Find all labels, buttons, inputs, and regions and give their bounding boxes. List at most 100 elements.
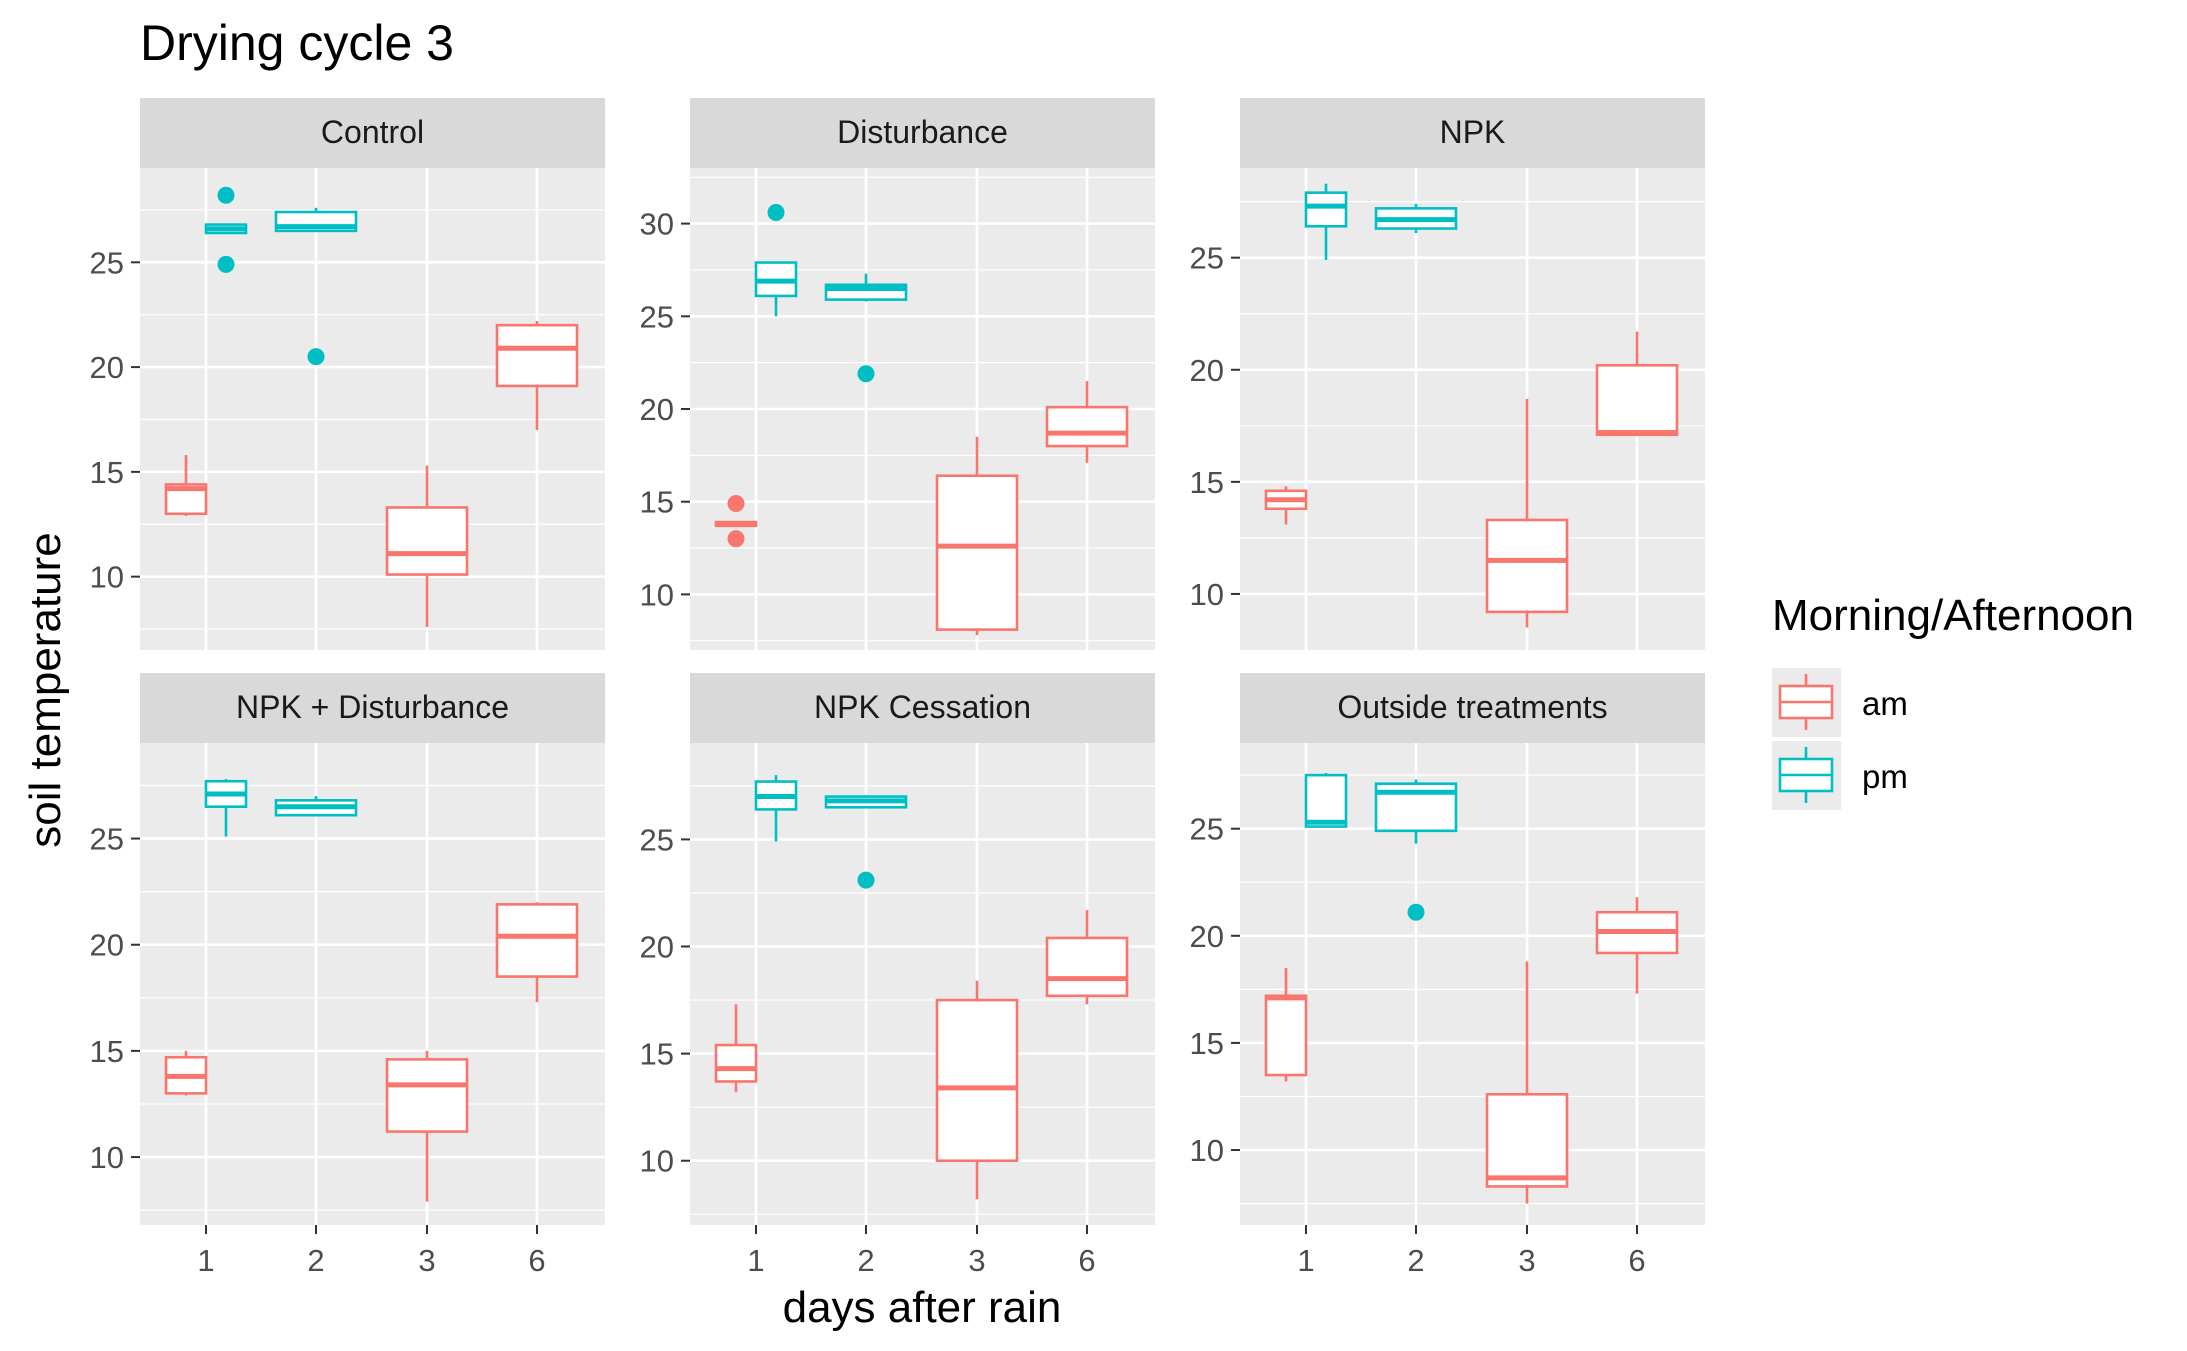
- box-pm-day-1: [754, 775, 798, 842]
- box-iqr: [385, 506, 469, 576]
- panel-background: [140, 743, 605, 1225]
- y-tick-label: 15: [90, 455, 124, 490]
- facet-panel: 10 15 20 25 Control: [90, 98, 605, 650]
- box-pm-day-2: [1374, 779, 1458, 921]
- x-tick-label: 6: [1078, 1243, 1095, 1278]
- box-am-day-1: [1264, 486, 1308, 525]
- box-iqr: [1595, 363, 1679, 437]
- y-tick-label: 10: [640, 1144, 674, 1179]
- box-iqr: [935, 998, 1019, 1163]
- box-iqr: [1485, 518, 1569, 614]
- y-tick-label: 25: [90, 245, 124, 280]
- box-iqr: [1485, 1093, 1569, 1188]
- box-am-day-1: [714, 495, 758, 548]
- box-pm-day-2: [824, 795, 908, 889]
- y-tick-label: 20: [90, 928, 124, 963]
- facet-strip-label: Outside treatments: [1337, 689, 1607, 725]
- y-tick-label: 25: [1190, 241, 1224, 276]
- outlier-point: [727, 495, 745, 513]
- y-tick-label: 10: [1190, 577, 1224, 612]
- x-tick-label: 1: [197, 1243, 214, 1278]
- y-tick-label: 10: [640, 577, 674, 612]
- y-tick-label: 15: [640, 485, 674, 520]
- box-am-day-3: [1485, 961, 1569, 1204]
- box-iqr: [714, 1043, 758, 1083]
- box-pm-day-1: [1304, 772, 1348, 828]
- box-pm-day-1: [1304, 183, 1348, 260]
- box-am-day-1: [714, 1004, 758, 1093]
- chart-title: Drying cycle 3: [140, 15, 454, 71]
- y-tick-label: 20: [640, 392, 674, 427]
- y-tick-label: 30: [640, 207, 674, 242]
- x-tick-label: 3: [968, 1243, 985, 1278]
- facet-panel: 10 15 20 25 1 2 3 6 NPK + Disturbance: [90, 673, 605, 1278]
- y-tick-label: 25: [1190, 812, 1224, 847]
- legend-title: Morning/Afternoon: [1772, 591, 2134, 640]
- legend-label: am: [1862, 685, 1908, 722]
- facet-strip: [690, 673, 1155, 743]
- box-pm-day-1: [204, 779, 248, 837]
- y-tick-label: 20: [640, 930, 674, 965]
- y-tick-label: 10: [90, 1140, 124, 1175]
- y-tick-label: 15: [90, 1034, 124, 1069]
- facet-strip-label: NPK + Disturbance: [236, 689, 509, 725]
- x-tick-label: 2: [857, 1243, 874, 1278]
- facet-strip-label: Control: [321, 114, 424, 150]
- panel-background: [140, 168, 605, 650]
- box-am-day-3: [1485, 398, 1569, 628]
- facet-panels: 10 15 20 25 Control 10 15 20 25 30 Disturbance 10 15…: [90, 98, 1705, 1278]
- box-am-day-6: [1595, 331, 1679, 437]
- box-iqr: [495, 323, 579, 388]
- box-am-day-3: [935, 980, 1019, 1200]
- y-tick-label: 25: [90, 822, 124, 857]
- legend-label: pm: [1862, 758, 1908, 795]
- facet-panel: 10 15 20 25 1 2 3 6 Outside treatments: [1190, 673, 1705, 1278]
- y-tick-label: 20: [1190, 353, 1224, 388]
- box-iqr: [1045, 936, 1129, 998]
- box-am-day-6: [1045, 381, 1129, 463]
- box-am-day-6: [495, 320, 579, 430]
- box-am-day-6: [1045, 910, 1129, 1005]
- box-pm-day-2: [824, 273, 908, 383]
- facet-strip: [1240, 98, 1705, 168]
- box-am-day-3: [385, 1050, 469, 1202]
- box-iqr: [1264, 994, 1308, 1077]
- box-iqr: [1304, 773, 1348, 828]
- x-tick-label: 2: [307, 1243, 324, 1278]
- facet-strip: [690, 98, 1155, 168]
- facet-strip-label: NPK: [1440, 114, 1506, 150]
- facet-panel: 10 15 20 25 NPK: [1190, 98, 1705, 650]
- facet-strip-label: NPK Cessation: [814, 689, 1031, 725]
- box-am-day-3: [385, 465, 469, 627]
- facet-strip: [1240, 673, 1705, 743]
- legend: Morning/Afternoon am pm: [1772, 591, 2134, 810]
- y-tick-label: 25: [640, 299, 674, 334]
- x-tick-label: 6: [528, 1243, 545, 1278]
- outlier-point: [1407, 903, 1425, 921]
- facet-strip-label: Disturbance: [837, 114, 1008, 150]
- box-iqr: [1304, 191, 1348, 228]
- x-tick-label: 3: [1518, 1243, 1535, 1278]
- box-am-day-6: [495, 902, 579, 1003]
- box-am-day-1: [1264, 967, 1308, 1082]
- y-tick-label: 10: [1190, 1133, 1224, 1168]
- box-iqr: [495, 903, 579, 978]
- x-tick-label: 6: [1628, 1243, 1645, 1278]
- legend-entry-am: am: [1772, 668, 1908, 737]
- facet-strip: [140, 98, 605, 168]
- x-tick-label: 3: [418, 1243, 435, 1278]
- y-tick-label: 15: [640, 1037, 674, 1072]
- legend-entry-pm: pm: [1772, 741, 1908, 810]
- outlier-point: [857, 871, 875, 889]
- x-axis-title: days after rain: [783, 1283, 1062, 1332]
- box-iqr: [935, 474, 1019, 631]
- box-iqr: [1045, 405, 1129, 448]
- box-iqr: [385, 1058, 469, 1133]
- box-pm-day-1: [754, 203, 798, 317]
- box-am-day-1: [164, 455, 208, 516]
- box-am-day-1: [164, 1050, 208, 1096]
- box-pm-day-2: [274, 796, 358, 817]
- outlier-point: [217, 186, 235, 204]
- outlier-point: [767, 203, 785, 221]
